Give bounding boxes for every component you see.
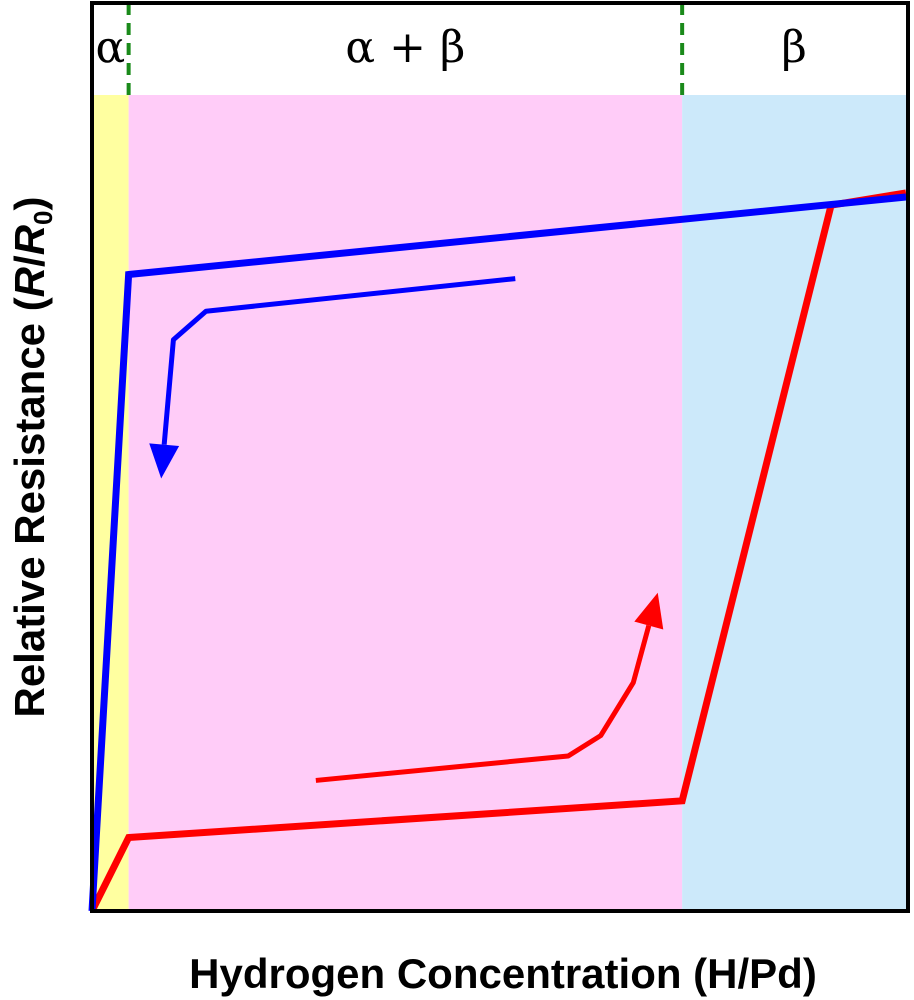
y-axis-title: Relative Resistance (R/R0)	[6, 196, 58, 717]
phase-label-alpha-beta: α + β	[345, 22, 465, 73]
phase-label-beta: β	[781, 22, 806, 73]
series-lines	[88, 189, 907, 913]
arrow-head-1	[634, 592, 664, 630]
phase-boundaries	[126, 3, 685, 95]
series-line-2	[88, 193, 907, 912]
phase-labels: α α + β β	[95, 22, 806, 73]
arrow-head-2	[149, 443, 180, 479]
x-axis-title: Hydrogen Concentration (H/Pd)	[189, 950, 817, 997]
arrow-path-2	[161, 276, 516, 445]
phase-region-beta	[682, 95, 906, 911]
arrow-path-1	[315, 624, 652, 783]
plot-frame	[90, 1, 910, 913]
direction-arrows	[149, 276, 664, 783]
phase-region-alpha-beta	[128, 95, 683, 911]
phase-label-alpha: α	[95, 22, 125, 73]
phase-regions	[92, 95, 906, 911]
